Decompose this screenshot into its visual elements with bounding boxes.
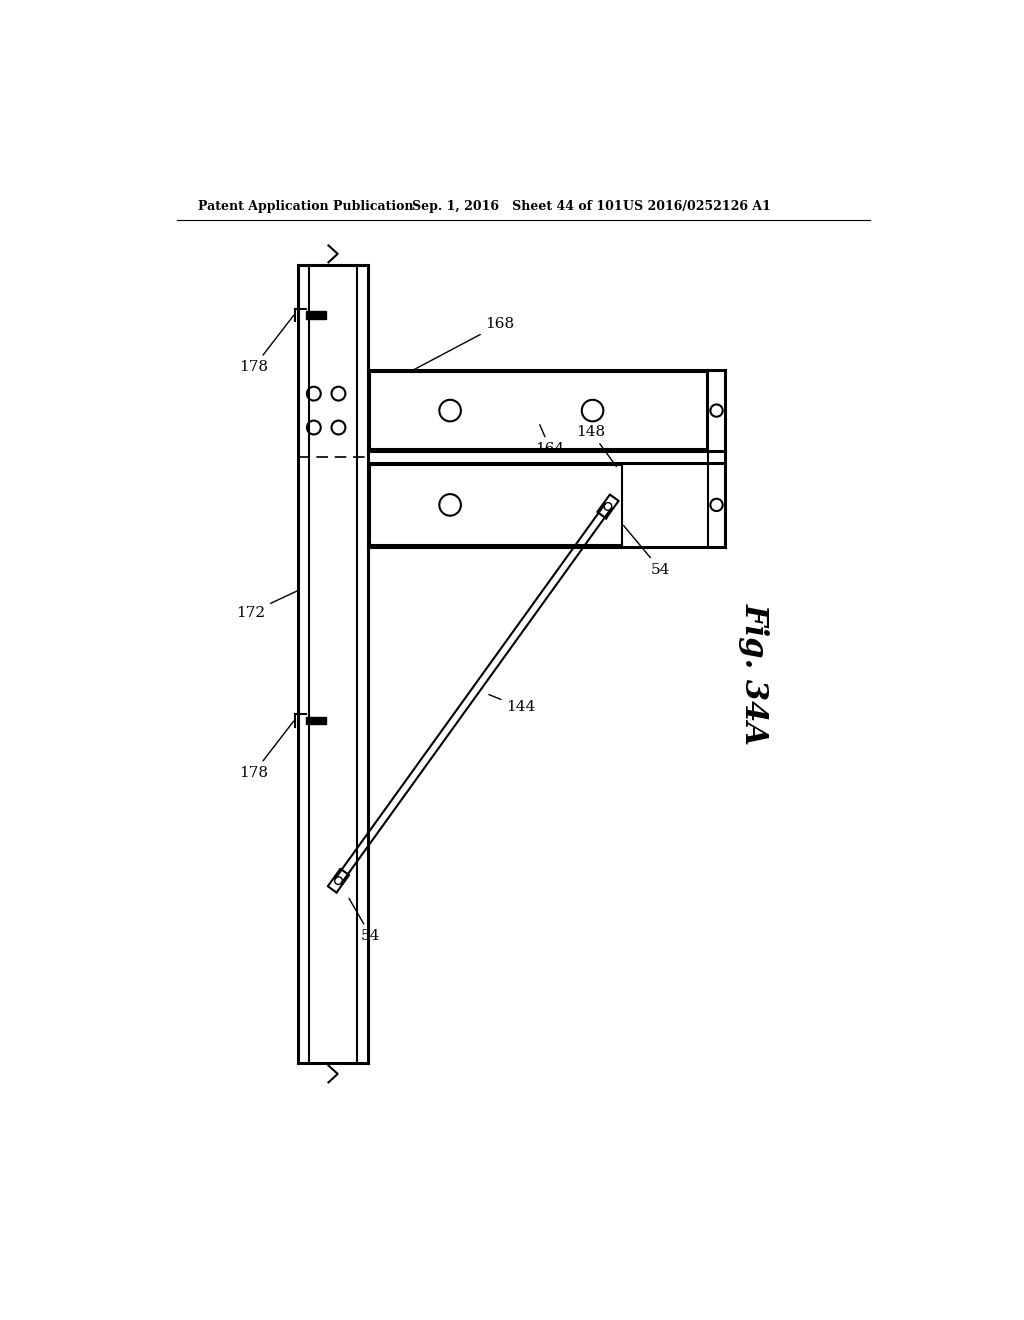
Text: 144: 144 — [488, 694, 536, 714]
Text: 178: 178 — [240, 315, 294, 374]
Text: Fig. 34A: Fig. 34A — [738, 603, 770, 746]
Bar — [306, 717, 326, 725]
Text: 172: 172 — [237, 591, 297, 619]
Bar — [306, 312, 326, 318]
Text: US 2016/0252126 A1: US 2016/0252126 A1 — [624, 199, 771, 213]
Text: 148: 148 — [577, 425, 616, 466]
Text: 164: 164 — [536, 425, 565, 457]
Text: 54: 54 — [349, 899, 381, 942]
Text: 168: 168 — [413, 317, 515, 371]
Text: Sep. 1, 2016   Sheet 44 of 101: Sep. 1, 2016 Sheet 44 of 101 — [412, 199, 623, 213]
Text: Patent Application Publication: Patent Application Publication — [199, 199, 414, 213]
Text: 178: 178 — [240, 721, 294, 780]
Text: 54: 54 — [624, 525, 670, 577]
